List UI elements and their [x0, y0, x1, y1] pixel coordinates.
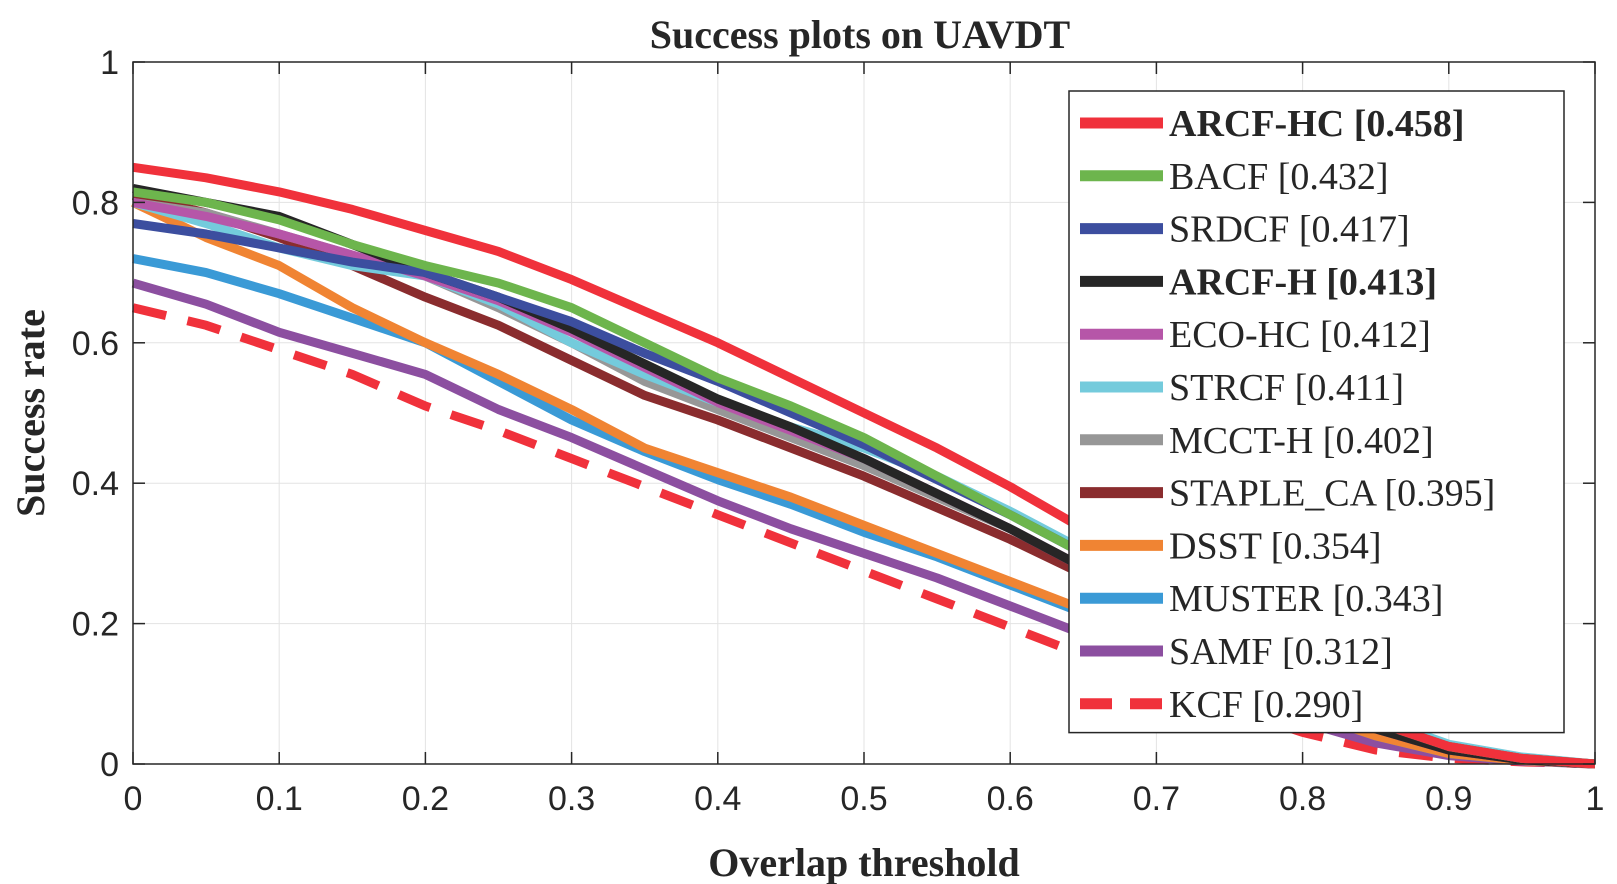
chart-title: Success plots on UAVDT	[650, 12, 1071, 57]
x-tick-label: 0.9	[1425, 780, 1472, 818]
x-tick-label: 0.6	[987, 780, 1034, 818]
axis-ticks: 0 0.1 0.2 0.3 0.4 0.5 0.6 0.7 0.8 0.9 1 0 0.2 0.4 0.6 0…	[72, 44, 1605, 818]
series-line-10	[131, 278, 1596, 769]
x-axis-label: Overlap threshold	[708, 840, 1020, 884]
legend: ARCF-HC [0.458] BACF [0.432] SRDCF [0.417]…	[1068, 90, 1565, 734]
y-tick-label: 0.8	[72, 184, 119, 222]
legend-label: MUSTER [0.343]	[1169, 578, 1443, 620]
x-tick-label: 0.1	[256, 780, 303, 818]
y-tick-label: 0.2	[72, 606, 119, 644]
series-line-11	[131, 303, 1596, 769]
y-tick-label: 0	[100, 746, 119, 784]
legend-label: KCF [0.290]	[1169, 684, 1363, 726]
x-tick-label: 0.5	[840, 780, 887, 818]
legend-label: SAMF [0.312]	[1169, 631, 1393, 673]
x-tick-label: 0	[124, 780, 143, 818]
legend-label: ARCF-H [0.413]	[1169, 261, 1437, 303]
y-axis-label: Success rate	[8, 309, 53, 517]
x-tick-label: 0.3	[548, 780, 595, 818]
legend-label: BACF [0.432]	[1169, 156, 1389, 198]
y-tick-label: 0.6	[72, 325, 119, 363]
x-tick-label: 1	[1586, 780, 1605, 818]
legend-label: MCCT-H [0.402]	[1169, 420, 1434, 462]
legend-label: STRCF [0.411]	[1169, 367, 1404, 409]
x-tick-label: 0.4	[694, 780, 741, 818]
y-tick-label: 1	[100, 44, 119, 82]
x-tick-label: 0.2	[402, 780, 449, 818]
legend-label: STAPLE_CA [0.395]	[1169, 473, 1495, 515]
legend-label: ARCF-HC [0.458]	[1169, 103, 1465, 145]
x-tick-label: 0.8	[1279, 780, 1326, 818]
legend-box	[1068, 90, 1565, 734]
x-tick-label: 0.7	[1133, 780, 1180, 818]
legend-label: ECO-HC [0.412]	[1169, 314, 1431, 356]
y-tick-label: 0.4	[72, 465, 119, 503]
legend-label: SRDCF [0.417]	[1169, 209, 1410, 251]
legend-label: DSST [0.354]	[1169, 525, 1382, 567]
